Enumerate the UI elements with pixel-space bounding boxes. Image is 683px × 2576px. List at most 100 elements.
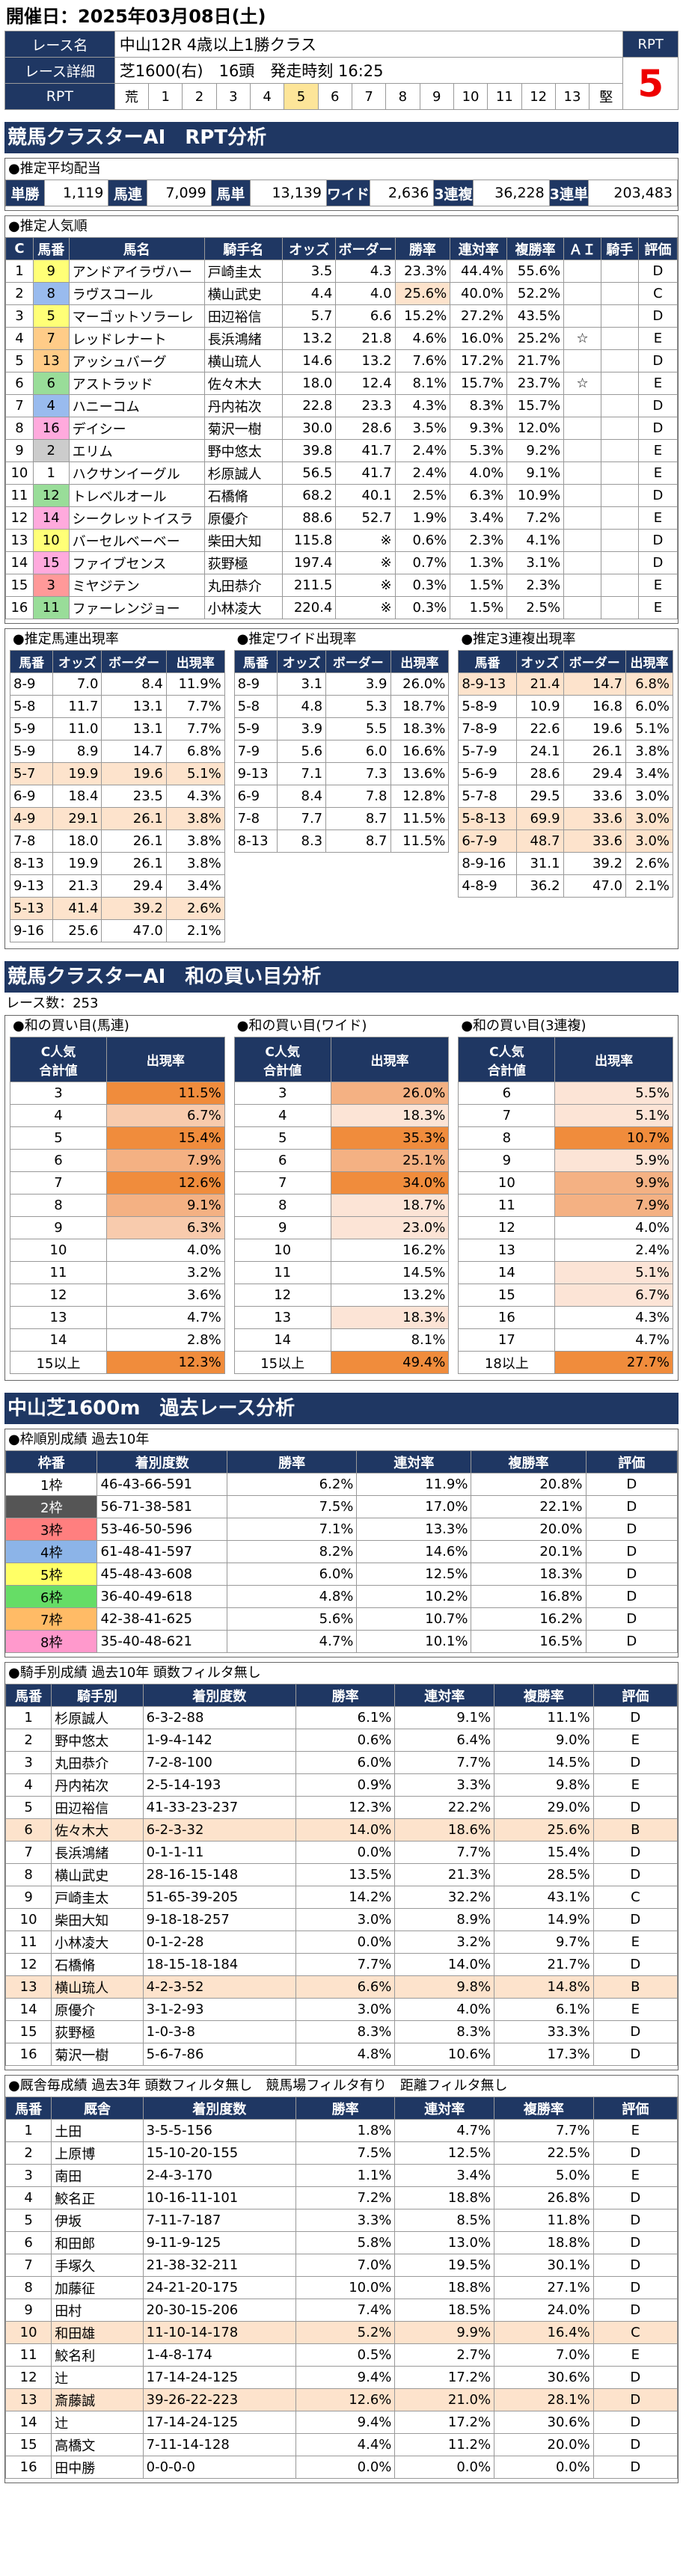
stable-cell: 18.8% (394, 2276, 495, 2299)
wa2-row: 5 35.3% (233, 1126, 450, 1150)
stable-cell: 鮫名正 (51, 2186, 144, 2209)
jockey-cell: 16 (4, 2043, 52, 2066)
waku-cell: 10.1% (356, 1630, 472, 1653)
stable-cell: 7.4% (295, 2299, 396, 2322)
stable-cell: 3-5-5-156 (142, 2119, 296, 2142)
sanfuku-cell: 24.1 (515, 740, 564, 763)
umaren-header: 出現率 (165, 650, 225, 673)
waku-header: 評価 (585, 1450, 679, 1473)
jockey-cell: 4.0% (394, 1998, 495, 2021)
wide-cell: 3.1 (277, 672, 327, 696)
payout-table: 単勝 1,119 馬連 7,099 馬単 13,139 ワイド 2,636 3連複 36,228 3… (5, 180, 679, 206)
ninki-cell: 43.5% (506, 304, 565, 328)
waku-cell: D (585, 1585, 679, 1608)
ninki-cell: 1 (5, 260, 34, 283)
ninki-cell (600, 506, 639, 530)
sanfuku-cell: 3.8% (625, 740, 674, 763)
umaren-cell: 3.8% (165, 807, 225, 830)
jockey-row: 11 小林凌大 0-1-2-28 0.0% 3.2% 9.7% E (4, 1931, 679, 1954)
stable-cell: D (592, 2388, 679, 2411)
ninki-cell (563, 574, 601, 597)
umaren-row: 5-13 41.4 39.2 2.6% (9, 897, 225, 920)
ninki-cell (600, 260, 639, 283)
ninki-cell: 10.9% (506, 484, 565, 507)
sanfuku-cell: 10.9 (515, 695, 564, 718)
jockey-cell: 4 (4, 1773, 52, 1797)
wa3-sum: 6 (458, 1082, 556, 1105)
wide-cell: 7-8 (233, 807, 278, 830)
jockey-row: 4 丹内祐次 2-5-14-193 0.9% 3.3% 9.8% E (4, 1773, 679, 1797)
stable-cell: 5.2% (295, 2321, 396, 2344)
wa2-sum: 10 (233, 1239, 331, 1262)
jockey-cell: 佐々木大 (51, 1818, 144, 1841)
ninki-cell: E (637, 372, 679, 395)
wa3-row: 14 5.1% (458, 1261, 674, 1284)
umaren-cell: 5-7 (9, 762, 54, 785)
jockey-cell: 14.8% (494, 1975, 594, 1999)
stable-cell: 21-38-32-211 (142, 2254, 296, 2277)
wa2-sum: 9 (233, 1216, 331, 1239)
waku-cell: 2枠 (4, 1495, 98, 1518)
jockey-cell: 21.7% (494, 1953, 594, 1976)
ninki-cell: 6.3% (450, 484, 508, 507)
ninki-cell: 1 (32, 461, 70, 485)
payout-key: ワイド (325, 180, 370, 206)
wa2-rate: 23.0% (330, 1216, 450, 1239)
jockey-row: 10 柴田大知 9-18-18-257 3.0% 8.9% 14.9% D (4, 1908, 679, 1931)
wa2-sum: 13 (233, 1306, 331, 1329)
stable-cell: 10-16-11-101 (142, 2186, 296, 2209)
ninki-cell: 14 (32, 506, 70, 530)
stable-cell: D (592, 2186, 679, 2209)
waku-cell: 16.5% (471, 1630, 586, 1653)
jockey-cell: 3 (4, 1751, 52, 1774)
jockey-row: 14 原優介 3-1-2-93 3.0% 4.0% 6.1% E (4, 1998, 679, 2021)
stable-cell: 3 (4, 2164, 52, 2187)
stable-cell: 21.0% (394, 2388, 495, 2411)
wide-cell: 8.4 (277, 785, 327, 808)
waku-cell: 46-43-66-591 (97, 1473, 227, 1496)
jockey-cell: 10 (4, 1908, 52, 1931)
stable-cell: 7.0% (494, 2343, 594, 2367)
section-past-title: 中山芝1600m 過去レース分析 (4, 1393, 679, 1424)
jockey-cell: 0-1-1-11 (142, 1841, 296, 1864)
wide-cell: 5-8 (233, 695, 278, 718)
wide-cell: 7.7 (277, 807, 327, 830)
wa3-row: 18以上 27.7% (458, 1351, 674, 1374)
umaren-cell: 9-16 (9, 919, 54, 942)
sanfuku-cell: 21.4 (515, 672, 564, 696)
ninki-cell: 8 (5, 417, 34, 440)
umaren-cell: 8-9 (9, 672, 54, 696)
jockey-cell: 17.3% (494, 2043, 594, 2066)
umaren-cell: 13.1 (101, 717, 167, 740)
wide-cell: 7.8 (325, 785, 391, 808)
stable-cell: C (592, 2321, 679, 2344)
jockey-cell: 7-2-8-100 (142, 1751, 296, 1774)
jockey-cell: 28.5% (494, 1863, 594, 1886)
jockey-cell: 3.0% (295, 1908, 396, 1931)
horse-name: レッドレナート (68, 327, 205, 350)
ninki-cell: 220.4 (281, 596, 337, 619)
wa2-sum: 11 (233, 1261, 331, 1284)
ninki-cell: 25.2% (506, 327, 565, 350)
wa3-header-rate: 出現率 (554, 1037, 674, 1082)
jockey-cell: B (592, 1975, 679, 1999)
jockey-cell: 51-65-39-205 (142, 1886, 296, 1909)
sanfuku-cell: 3.4% (625, 762, 674, 785)
jockey-cell: 丸田恭介 (51, 1751, 144, 1774)
jockey-cell: 0.6% (295, 1729, 396, 1752)
jockey-cell: 9-18-18-257 (142, 1908, 296, 1931)
ninki-cell: 3.1% (506, 551, 565, 574)
stable-cell: 39-26-22-223 (142, 2388, 296, 2411)
ninki-cell: D (637, 529, 679, 552)
sanfuku-row: 5-7-9 24.1 26.1 3.8% (458, 740, 674, 763)
jockey-cell: 41-33-23-237 (142, 1796, 296, 1819)
ninki-cell (600, 372, 639, 395)
ninki-cell: 6.6 (335, 304, 396, 328)
ninki-cell: 2.5% (394, 484, 451, 507)
wide-cell: 6.0 (325, 740, 391, 763)
wa1-row: 3 11.5% (10, 1082, 225, 1105)
horse-name: マーゴットソラーレ (68, 304, 205, 328)
stable-cell: 12.6% (295, 2388, 396, 2411)
jockey-table: 馬番 騎手別 着別度数 勝率 連対率 複勝率 評価 1 杉原誠人 6-3-2-88 6.1% 9.1%… (4, 1684, 679, 2066)
sanfuku-cell: 26.1 (563, 740, 627, 763)
